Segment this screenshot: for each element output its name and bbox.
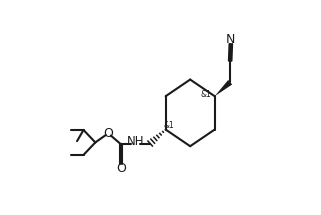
Text: N: N (226, 33, 236, 46)
Text: &1: &1 (200, 90, 211, 98)
Text: O: O (116, 162, 126, 175)
Text: &1: &1 (163, 121, 174, 130)
Text: O: O (103, 127, 113, 140)
Polygon shape (215, 80, 232, 96)
Text: NH: NH (127, 135, 144, 148)
